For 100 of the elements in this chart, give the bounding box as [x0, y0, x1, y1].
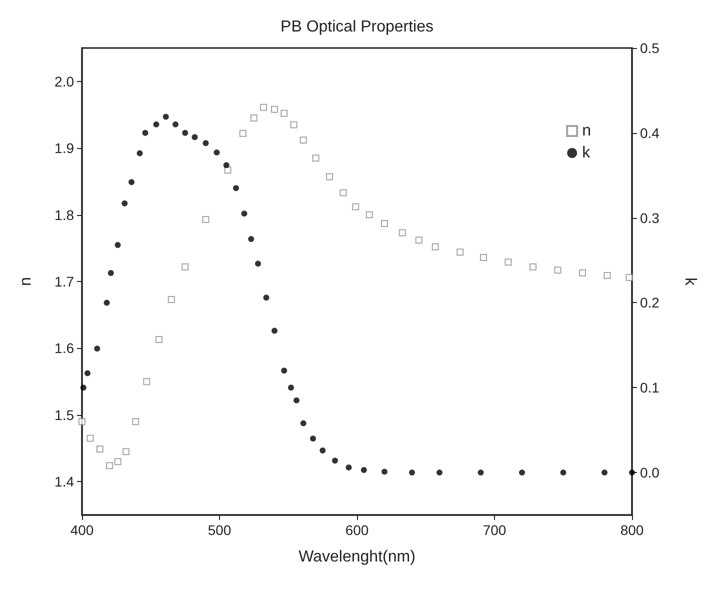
point — [143, 378, 150, 386]
point — [132, 418, 140, 426]
point — [560, 470, 566, 476]
point — [381, 220, 388, 227]
point — [432, 243, 439, 250]
y-tick-label: 1.5 — [54, 406, 74, 423]
point — [114, 458, 122, 466]
y2-tick-label: 0.3 — [640, 210, 660, 226]
point — [94, 346, 100, 352]
point — [290, 121, 298, 128]
point — [382, 468, 388, 475]
point — [224, 166, 232, 174]
point — [530, 263, 536, 270]
point — [332, 458, 338, 464]
point — [223, 162, 230, 168]
point — [202, 216, 210, 223]
x-tick-label: 800 — [620, 522, 644, 538]
point — [260, 104, 267, 111]
y2-tick-label: 0.4 — [640, 124, 660, 141]
point — [320, 447, 326, 454]
point — [78, 418, 86, 426]
y-tick-label: 1.4 — [54, 474, 74, 490]
x-tick-label: 400 — [70, 522, 94, 538]
point — [602, 470, 608, 476]
point — [326, 173, 333, 180]
point — [312, 154, 320, 162]
y2-tick-label: 0.2 — [640, 294, 660, 311]
point — [504, 258, 512, 266]
y-tick-label: 1.9 — [54, 140, 74, 156]
point — [294, 397, 300, 404]
y-tick-label: 1.8 — [54, 206, 74, 223]
y2-tick-label: 0.5 — [640, 40, 660, 56]
point — [255, 260, 261, 267]
point — [626, 274, 633, 281]
point — [241, 210, 248, 217]
x-tick-label: 700 — [482, 522, 506, 538]
point — [263, 294, 270, 301]
y-tick-label: 2.0 — [54, 73, 74, 90]
point — [288, 384, 294, 391]
point — [415, 236, 422, 244]
y2-tick-label: 0.1 — [640, 380, 660, 396]
point — [84, 370, 90, 376]
point — [519, 470, 525, 476]
point — [272, 328, 278, 334]
chart-title: PB Optical Properties — [280, 18, 434, 36]
point — [96, 445, 104, 452]
point — [248, 236, 254, 242]
point — [136, 150, 143, 156]
point — [478, 470, 484, 476]
x-tick-label: 600 — [345, 522, 369, 538]
point — [281, 368, 288, 374]
point — [122, 448, 130, 456]
point — [106, 462, 113, 470]
y2-axis-title: k — [682, 278, 698, 286]
point — [398, 229, 406, 236]
legend-label: k — [582, 144, 592, 162]
point — [86, 434, 94, 442]
x-axis-title: Wavelenght(nm) — [298, 548, 416, 566]
point — [153, 121, 160, 128]
point — [182, 263, 189, 270]
point — [409, 470, 415, 476]
legend-label: n — [582, 122, 592, 140]
point — [128, 179, 134, 186]
y-tick-label: 1.6 — [54, 340, 74, 356]
point — [104, 300, 110, 306]
point — [271, 106, 278, 113]
point — [80, 384, 86, 391]
point — [250, 114, 258, 122]
point — [168, 296, 175, 304]
y2-tick-label: 0.0 — [640, 464, 660, 481]
point — [108, 270, 114, 276]
point — [202, 140, 209, 146]
point — [122, 200, 128, 206]
point — [629, 470, 635, 476]
point — [436, 470, 442, 476]
point — [346, 464, 352, 470]
point — [480, 254, 487, 261]
point — [554, 266, 562, 274]
point — [192, 134, 198, 140]
point — [340, 189, 347, 196]
point — [142, 130, 148, 136]
point — [456, 248, 464, 256]
point — [360, 467, 367, 473]
point — [114, 242, 121, 248]
point — [579, 269, 586, 276]
y-axis-title: n — [18, 277, 34, 286]
point — [214, 149, 220, 156]
point — [162, 114, 169, 120]
point — [239, 130, 246, 137]
point — [352, 203, 360, 210]
point — [300, 136, 307, 144]
point — [182, 130, 188, 136]
x-tick-label: 500 — [208, 522, 232, 538]
point — [172, 121, 178, 128]
point — [233, 185, 239, 192]
y-tick-label: 1.7 — [54, 274, 74, 290]
point — [604, 272, 611, 279]
point — [366, 211, 373, 218]
point — [300, 420, 306, 426]
point — [310, 436, 316, 442]
